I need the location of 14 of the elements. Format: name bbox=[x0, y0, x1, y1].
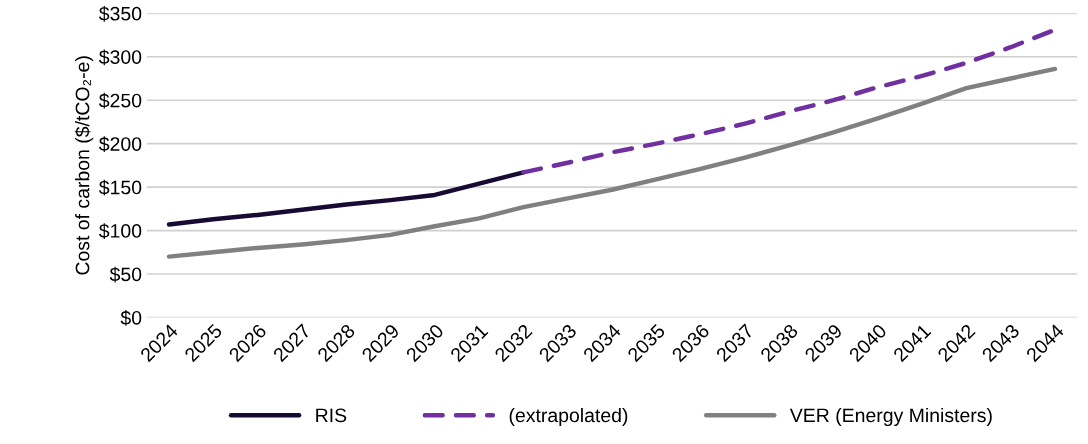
y-tick-label: $350 bbox=[98, 5, 142, 22]
line-series bbox=[166, 170, 526, 227]
y-axis-title: Cost of carbon ($/tCO₂-e) bbox=[74, 56, 94, 275]
legend-label: VER (Energy Ministers) bbox=[789, 407, 992, 427]
y-tick-label: $200 bbox=[98, 136, 142, 153]
legend-label: RIS bbox=[316, 408, 347, 423]
y-tick-label: $50 bbox=[109, 266, 142, 283]
y-tick-label: $150 bbox=[98, 179, 142, 196]
legend-label: (extrapolated) bbox=[509, 407, 628, 427]
y-tick-label: $300 bbox=[98, 49, 142, 66]
line-series bbox=[166, 66, 1058, 259]
y-tick-label: $250 bbox=[98, 92, 142, 109]
y-tick-label: $100 bbox=[98, 223, 142, 239]
y-tick-label: $0 bbox=[120, 310, 142, 326]
